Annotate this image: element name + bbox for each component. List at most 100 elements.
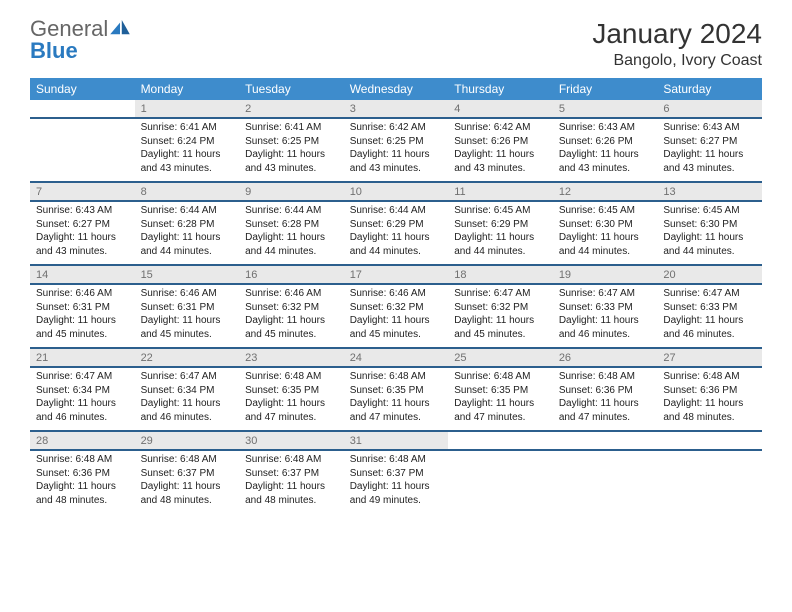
- daylight-text: Daylight: 11 hours: [559, 397, 652, 411]
- sunrise-text: Sunrise: 6:48 AM: [245, 453, 338, 467]
- sunset-text: Sunset: 6:34 PM: [36, 384, 129, 398]
- day-info: Sunrise: 6:45 AMSunset: 6:30 PMDaylight:…: [657, 202, 762, 264]
- day-number: 8: [135, 183, 240, 201]
- day-info: Sunrise: 6:41 AMSunset: 6:24 PMDaylight:…: [135, 119, 240, 181]
- daylight-text: and 45 minutes.: [350, 328, 443, 342]
- day-info: Sunrise: 6:46 AMSunset: 6:32 PMDaylight:…: [239, 285, 344, 347]
- daylight-text: Daylight: 11 hours: [350, 480, 443, 494]
- daylight-text: Daylight: 11 hours: [350, 314, 443, 328]
- daylight-text: Daylight: 11 hours: [36, 397, 129, 411]
- day-number: 20: [657, 266, 762, 284]
- day-info: Sunrise: 6:42 AMSunset: 6:26 PMDaylight:…: [448, 119, 553, 181]
- day-number: 4: [448, 100, 553, 118]
- daylight-text: Daylight: 11 hours: [36, 231, 129, 245]
- daylight-text: and 47 minutes.: [454, 411, 547, 425]
- daylight-text: Daylight: 11 hours: [245, 314, 338, 328]
- daylight-text: Daylight: 11 hours: [663, 148, 756, 162]
- day-number: [553, 432, 658, 450]
- daylight-text: Daylight: 11 hours: [36, 314, 129, 328]
- day-info: Sunrise: 6:43 AMSunset: 6:26 PMDaylight:…: [553, 119, 658, 181]
- title-block: January 2024 Bangolo, Ivory Coast: [592, 18, 762, 70]
- day-info: Sunrise: 6:48 AMSunset: 6:37 PMDaylight:…: [135, 451, 240, 513]
- day-number: 3: [344, 100, 449, 118]
- sunset-text: Sunset: 6:33 PM: [663, 301, 756, 315]
- sunset-text: Sunset: 6:31 PM: [141, 301, 234, 315]
- sunrise-text: Sunrise: 6:42 AM: [350, 121, 443, 135]
- day-number: 28: [30, 432, 135, 450]
- sunrise-text: Sunrise: 6:47 AM: [663, 287, 756, 301]
- sunrise-text: Sunrise: 6:45 AM: [663, 204, 756, 218]
- daylight-text: Daylight: 11 hours: [141, 397, 234, 411]
- daylight-text: and 43 minutes.: [141, 162, 234, 176]
- day-info-row: Sunrise: 6:47 AMSunset: 6:34 PMDaylight:…: [30, 367, 762, 431]
- daylight-text: and 48 minutes.: [36, 494, 129, 508]
- weekday-header: Tuesday: [239, 78, 344, 100]
- day-info: Sunrise: 6:48 AMSunset: 6:36 PMDaylight:…: [30, 451, 135, 513]
- sunrise-text: Sunrise: 6:46 AM: [350, 287, 443, 301]
- daylight-text: and 48 minutes.: [141, 494, 234, 508]
- daylight-text: and 44 minutes.: [245, 245, 338, 259]
- calendar-body: 123456Sunrise: 6:41 AMSunset: 6:24 PMDay…: [30, 100, 762, 513]
- daylight-text: and 43 minutes.: [559, 162, 652, 176]
- day-number: 31: [344, 432, 449, 450]
- brand-sail-icon: [110, 18, 130, 40]
- day-info: Sunrise: 6:48 AMSunset: 6:36 PMDaylight:…: [657, 368, 762, 430]
- daylight-text: Daylight: 11 hours: [245, 480, 338, 494]
- day-info: Sunrise: 6:43 AMSunset: 6:27 PMDaylight:…: [657, 119, 762, 181]
- daylight-text: and 44 minutes.: [663, 245, 756, 259]
- day-number: 18: [448, 266, 553, 284]
- day-info: Sunrise: 6:46 AMSunset: 6:31 PMDaylight:…: [135, 285, 240, 347]
- daylight-text: Daylight: 11 hours: [663, 231, 756, 245]
- sunrise-text: Sunrise: 6:46 AM: [36, 287, 129, 301]
- day-info: Sunrise: 6:47 AMSunset: 6:34 PMDaylight:…: [135, 368, 240, 430]
- sunset-text: Sunset: 6:27 PM: [663, 135, 756, 149]
- day-info: Sunrise: 6:45 AMSunset: 6:29 PMDaylight:…: [448, 202, 553, 264]
- daylight-text: Daylight: 11 hours: [350, 148, 443, 162]
- daylight-text: and 47 minutes.: [559, 411, 652, 425]
- day-info: Sunrise: 6:47 AMSunset: 6:33 PMDaylight:…: [657, 285, 762, 347]
- weekday-header: Thursday: [448, 78, 553, 100]
- sunrise-text: Sunrise: 6:41 AM: [245, 121, 338, 135]
- weekday-header: Sunday: [30, 78, 135, 100]
- day-number: 16: [239, 266, 344, 284]
- sunset-text: Sunset: 6:30 PM: [663, 218, 756, 232]
- sunset-text: Sunset: 6:25 PM: [350, 135, 443, 149]
- weekday-header: Wednesday: [344, 78, 449, 100]
- calendar-page: GeneralBlue January 2024 Bangolo, Ivory …: [0, 0, 792, 523]
- sunset-text: Sunset: 6:28 PM: [245, 218, 338, 232]
- sunset-text: Sunset: 6:35 PM: [350, 384, 443, 398]
- daylight-text: and 43 minutes.: [36, 245, 129, 259]
- day-info: Sunrise: 6:47 AMSunset: 6:33 PMDaylight:…: [553, 285, 658, 347]
- daylight-text: Daylight: 11 hours: [454, 314, 547, 328]
- sunset-text: Sunset: 6:26 PM: [454, 135, 547, 149]
- day-number: 1: [135, 100, 240, 118]
- daylight-text: and 43 minutes.: [663, 162, 756, 176]
- day-info: Sunrise: 6:44 AMSunset: 6:29 PMDaylight:…: [344, 202, 449, 264]
- sunset-text: Sunset: 6:35 PM: [454, 384, 547, 398]
- sunset-text: Sunset: 6:30 PM: [559, 218, 652, 232]
- sunset-text: Sunset: 6:37 PM: [245, 467, 338, 481]
- sunset-text: Sunset: 6:27 PM: [36, 218, 129, 232]
- weekday-header: Monday: [135, 78, 240, 100]
- daylight-text: and 44 minutes.: [454, 245, 547, 259]
- day-number: 27: [657, 349, 762, 367]
- sunset-text: Sunset: 6:36 PM: [36, 467, 129, 481]
- day-info: Sunrise: 6:48 AMSunset: 6:35 PMDaylight:…: [344, 368, 449, 430]
- sunset-text: Sunset: 6:26 PM: [559, 135, 652, 149]
- day-info: Sunrise: 6:46 AMSunset: 6:31 PMDaylight:…: [30, 285, 135, 347]
- sunset-text: Sunset: 6:32 PM: [245, 301, 338, 315]
- sunset-text: Sunset: 6:37 PM: [141, 467, 234, 481]
- day-info: [30, 119, 135, 181]
- daylight-text: Daylight: 11 hours: [141, 231, 234, 245]
- daylight-text: and 43 minutes.: [245, 162, 338, 176]
- sunset-text: Sunset: 6:34 PM: [141, 384, 234, 398]
- day-number: 29: [135, 432, 240, 450]
- day-number: 13: [657, 183, 762, 201]
- day-number: 10: [344, 183, 449, 201]
- day-number: 19: [553, 266, 658, 284]
- sunrise-text: Sunrise: 6:42 AM: [454, 121, 547, 135]
- sunset-text: Sunset: 6:25 PM: [245, 135, 338, 149]
- daylight-text: and 46 minutes.: [141, 411, 234, 425]
- sunset-text: Sunset: 6:32 PM: [454, 301, 547, 315]
- daylight-text: Daylight: 11 hours: [350, 231, 443, 245]
